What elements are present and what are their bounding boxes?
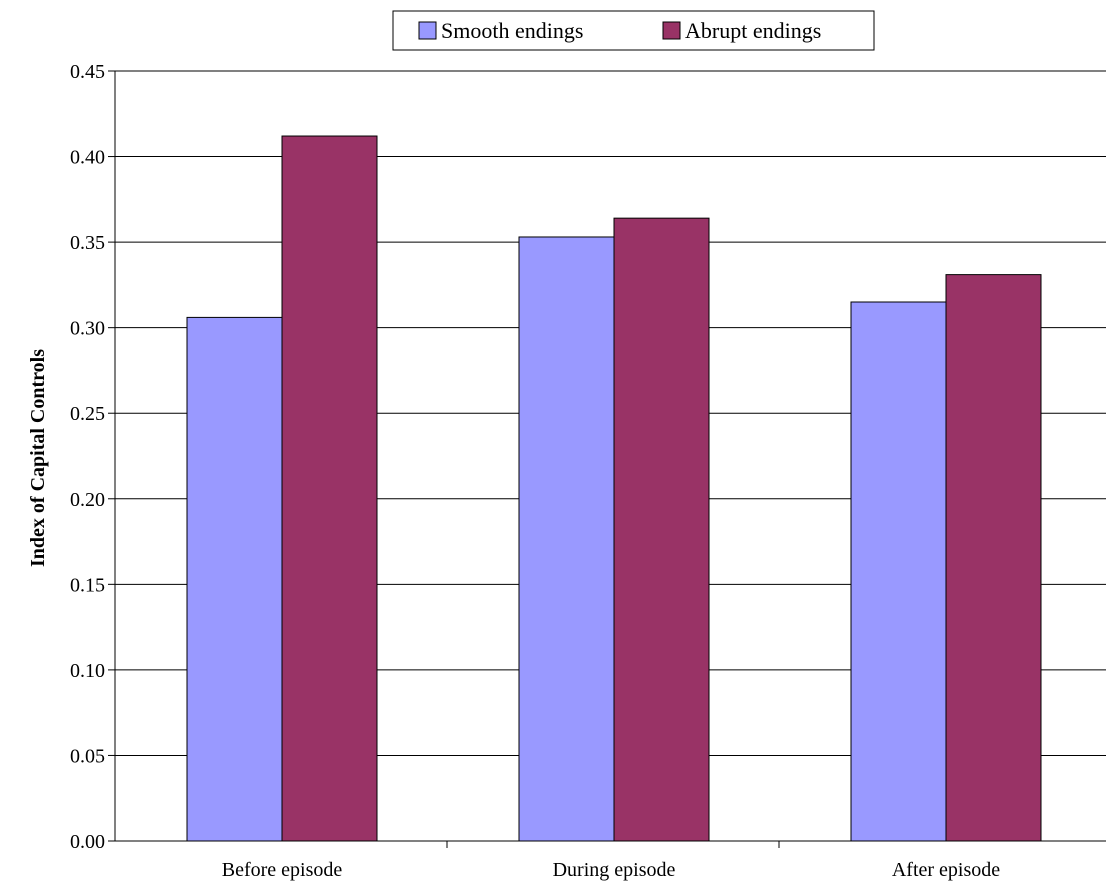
x-tick-label: After episode [892, 859, 1000, 881]
y-tick-label: 0.35 [70, 232, 105, 254]
y-tick-label: 0.30 [70, 318, 105, 340]
bar-smooth-endings [186, 316, 283, 842]
legend-swatch-abrupt-endings [662, 21, 681, 40]
bar-abrupt-endings [613, 217, 710, 842]
legend-label-smooth-endings: Smooth endings [441, 18, 583, 43]
y-tick-label: 0.40 [70, 147, 105, 169]
y-tick-label: 0.15 [70, 574, 105, 596]
axes [108, 70, 1106, 848]
x-tick-labels: Before episode During episode After episod… [222, 859, 1001, 881]
y-axis-label: Index of Capital Controls [27, 349, 49, 567]
x-tick-label: During episode [553, 859, 676, 881]
y-tick-label: 0.25 [70, 403, 105, 425]
bar-abrupt-endings [945, 274, 1042, 842]
legend: Smooth endings Abrupt endings [392, 10, 875, 51]
bar-smooth-endings [518, 236, 615, 842]
y-tick-label: 0.00 [70, 831, 105, 853]
legend-box [392, 10, 875, 51]
bar-smooth-endings [850, 301, 947, 842]
legend-swatch-smooth-endings [418, 21, 437, 40]
y-tick-label: 0.45 [70, 61, 105, 83]
legend-label-abrupt-endings: Abrupt endings [685, 18, 821, 43]
bars [186, 135, 1042, 842]
y-tick-labels: 0.00 0.05 0.10 0.15 0.20 0.25 0.30 0.35 0.40 0.45 [70, 61, 105, 853]
x-tick-label: Before episode [222, 859, 343, 881]
y-tick-label: 0.10 [70, 660, 105, 682]
bar-abrupt-endings [281, 135, 378, 842]
y-tick-label: 0.20 [70, 489, 105, 511]
y-tick-label: 0.05 [70, 745, 105, 767]
